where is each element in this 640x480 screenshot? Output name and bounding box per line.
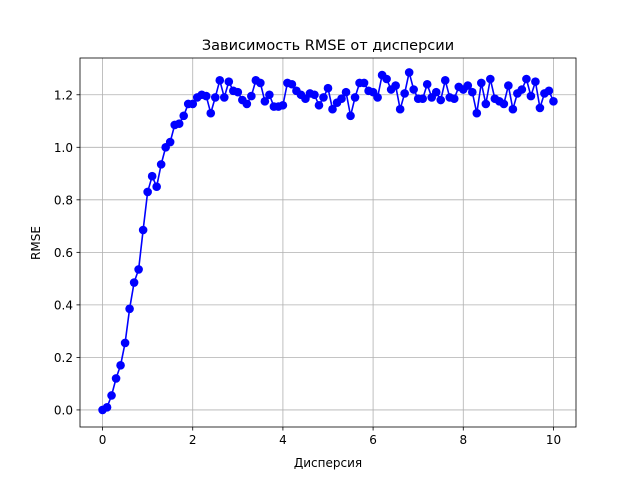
data-point — [201, 91, 211, 101]
data-point — [346, 111, 355, 121]
x-tick-label: 2 — [189, 433, 197, 447]
data-point — [134, 265, 143, 274]
data-point — [481, 99, 491, 109]
data-point — [517, 85, 527, 94]
data-point — [359, 78, 369, 88]
data-point — [391, 81, 400, 90]
data-point — [188, 99, 198, 109]
data-point — [120, 338, 130, 348]
data-point — [125, 304, 134, 314]
y-tick-label: 0.2 — [54, 351, 73, 365]
data-point — [116, 360, 125, 370]
data-point — [111, 374, 121, 383]
y-tick-label: 0.0 — [54, 403, 73, 417]
x-tick-label: 8 — [459, 433, 467, 447]
x-tick-label: 6 — [369, 433, 377, 447]
data-point — [508, 104, 518, 114]
data-point — [165, 137, 175, 147]
data-point — [535, 103, 545, 113]
data-point — [467, 87, 477, 97]
data-point — [206, 108, 216, 118]
data-point — [418, 94, 427, 104]
data-point — [138, 225, 148, 235]
data-point — [174, 119, 184, 128]
data-point — [319, 93, 328, 102]
y-tick-label: 0.6 — [54, 246, 73, 260]
data-point — [310, 90, 319, 100]
data-point — [422, 79, 432, 89]
data-point — [107, 391, 116, 400]
x-tick-label: 4 — [279, 433, 287, 447]
series-points-group — [98, 68, 558, 415]
data-point — [472, 108, 482, 118]
y-tick-label: 1.2 — [54, 88, 73, 102]
data-point — [382, 74, 391, 84]
data-point — [477, 78, 486, 88]
data-point — [278, 100, 288, 110]
y-axis-ticks: 0.0 0.2 0.4 0.6 0.8 1.0 1.2 — [54, 88, 80, 417]
data-point — [224, 77, 234, 86]
data-point — [143, 187, 152, 197]
data-point — [337, 94, 346, 104]
data-point — [233, 87, 243, 97]
data-point — [404, 68, 414, 77]
data-point — [440, 76, 450, 85]
data-point — [531, 77, 540, 86]
data-point — [499, 99, 509, 109]
data-point — [265, 90, 274, 100]
data-point — [373, 93, 382, 102]
y-tick-label: 0.4 — [54, 298, 73, 312]
data-point — [341, 87, 351, 97]
data-point — [102, 403, 112, 412]
y-axis-label: RMSE — [29, 226, 43, 260]
chart-title: Зависимость RMSE от дисперсии — [202, 38, 454, 54]
data-point — [522, 74, 531, 84]
data-point — [544, 86, 554, 96]
data-point — [242, 99, 252, 109]
data-point — [504, 81, 513, 90]
data-point — [156, 160, 166, 169]
data-point — [431, 87, 441, 97]
data-point — [526, 91, 536, 101]
data-point — [409, 85, 418, 94]
x-tick-label: 0 — [99, 433, 107, 447]
data-point — [395, 104, 405, 114]
data-point — [210, 93, 220, 102]
data-point — [129, 278, 139, 287]
data-point — [147, 171, 157, 181]
y-tick-label: 0.8 — [54, 193, 73, 207]
data-point — [328, 104, 337, 114]
data-point — [323, 83, 333, 93]
data-point — [215, 76, 225, 85]
data-point — [400, 89, 409, 98]
data-point — [152, 182, 161, 191]
data-point — [287, 79, 297, 89]
x-tick-label: 10 — [546, 433, 561, 447]
data-point — [247, 91, 256, 101]
data-point — [350, 93, 360, 102]
plot-frame — [79, 57, 577, 428]
data-point — [219, 93, 229, 102]
y-tick-label: 1.0 — [54, 141, 73, 155]
data-point — [463, 81, 473, 90]
data-point — [179, 111, 189, 121]
data-point — [549, 97, 558, 106]
x-axis-ticks: 0 2 4 6 8 10 — [99, 427, 561, 447]
data-point — [436, 95, 446, 105]
data-point — [486, 74, 495, 84]
data-point — [314, 100, 324, 110]
data-point — [449, 94, 459, 104]
x-axis-label: Дисперсия — [294, 456, 362, 470]
data-point — [260, 97, 270, 106]
data-point — [256, 78, 265, 88]
